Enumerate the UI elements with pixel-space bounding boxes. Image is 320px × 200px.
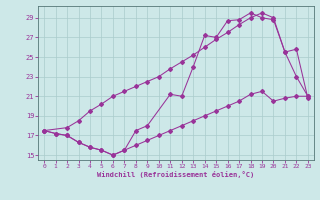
X-axis label: Windchill (Refroidissement éolien,°C): Windchill (Refroidissement éolien,°C) bbox=[97, 171, 255, 178]
